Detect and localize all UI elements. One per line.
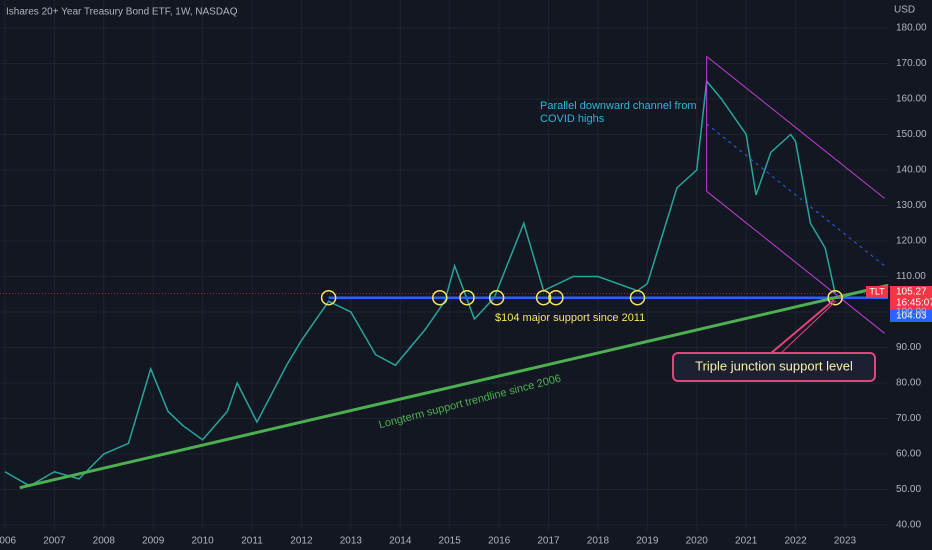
x-tick-label: 2018 — [587, 536, 610, 547]
chart-title: Ishares 20+ Year Treasury Bond ETF, 1W, … — [6, 7, 238, 18]
y-tick-label: 130.00 — [896, 200, 927, 211]
y-tick-label: 70.00 — [896, 413, 921, 424]
x-tick-label: 2009 — [142, 536, 165, 547]
price-line — [4, 79, 836, 487]
x-tick-label: 2013 — [340, 536, 363, 547]
x-tick-label: 2011 — [241, 536, 263, 547]
channel-annotation: COVID highs — [540, 113, 605, 125]
support-label: 104.03 — [896, 311, 927, 322]
x-tick-label: 2022 — [784, 536, 807, 547]
x-tick-label: 2007 — [43, 536, 66, 547]
y-tick-label: 180.00 — [896, 23, 927, 34]
x-tick-label: 2008 — [93, 536, 116, 547]
channel-lower — [706, 190, 885, 334]
trendline — [19, 283, 889, 490]
y-tick-label: 80.00 — [896, 378, 921, 389]
x-tick-label: 2016 — [488, 536, 511, 547]
y-tick-label: 60.00 — [896, 449, 921, 460]
y-tick-label: 40.00 — [896, 520, 921, 531]
price-label: 105.27 — [896, 287, 927, 298]
y-tick-label: 150.00 — [896, 129, 927, 140]
channel-middle — [706, 123, 885, 267]
x-tick-label: 2021 — [735, 536, 758, 547]
touch-circle — [629, 289, 646, 306]
x-tick-label: 2014 — [389, 536, 412, 547]
channel-annotation: Parallel downward channel from — [540, 100, 697, 112]
price-badge — [890, 286, 932, 310]
symbol-badge — [866, 286, 888, 298]
touch-circle — [827, 289, 843, 306]
y-tick-label: 50.00 — [896, 484, 921, 495]
y-tick-label: 110.00 — [896, 271, 926, 282]
y-tick-label: 120.00 — [896, 236, 927, 247]
y-tick-label: 100.00 — [896, 307, 927, 318]
junction-annotation: Triple junction support level — [695, 358, 853, 373]
connector — [779, 300, 837, 355]
channel-upper — [706, 56, 885, 199]
x-tick-label: 2015 — [439, 536, 462, 547]
y-tick-label: 170.00 — [896, 58, 927, 69]
touch-circle — [320, 289, 337, 306]
y-tick-label: 140.00 — [896, 165, 927, 176]
support-annotation: $104 major support since 2011 — [495, 312, 645, 324]
support-badge — [890, 310, 932, 322]
x-tick-label: 2017 — [537, 536, 560, 547]
junction-box — [672, 352, 876, 382]
touch-circle — [535, 289, 552, 306]
connector — [769, 299, 835, 355]
y-tick-label: 160.00 — [896, 94, 927, 105]
x-tick-label: 2006 — [0, 536, 17, 547]
countdown: 16:45:07 — [896, 298, 932, 309]
x-tick-label: 2019 — [636, 536, 659, 547]
touch-circle — [432, 289, 448, 306]
x-tick-label: 2023 — [834, 536, 857, 547]
x-tick-label: 2020 — [686, 536, 709, 547]
x-tick-label: 2010 — [191, 536, 214, 547]
touch-circle — [548, 289, 564, 306]
touch-circle — [459, 289, 475, 306]
touch-circle — [488, 289, 505, 306]
currency: USD — [894, 5, 915, 16]
symbol-label: TLT — [869, 286, 885, 296]
y-tick-label: 90.00 — [896, 342, 921, 353]
x-tick-label: 2012 — [290, 536, 313, 547]
